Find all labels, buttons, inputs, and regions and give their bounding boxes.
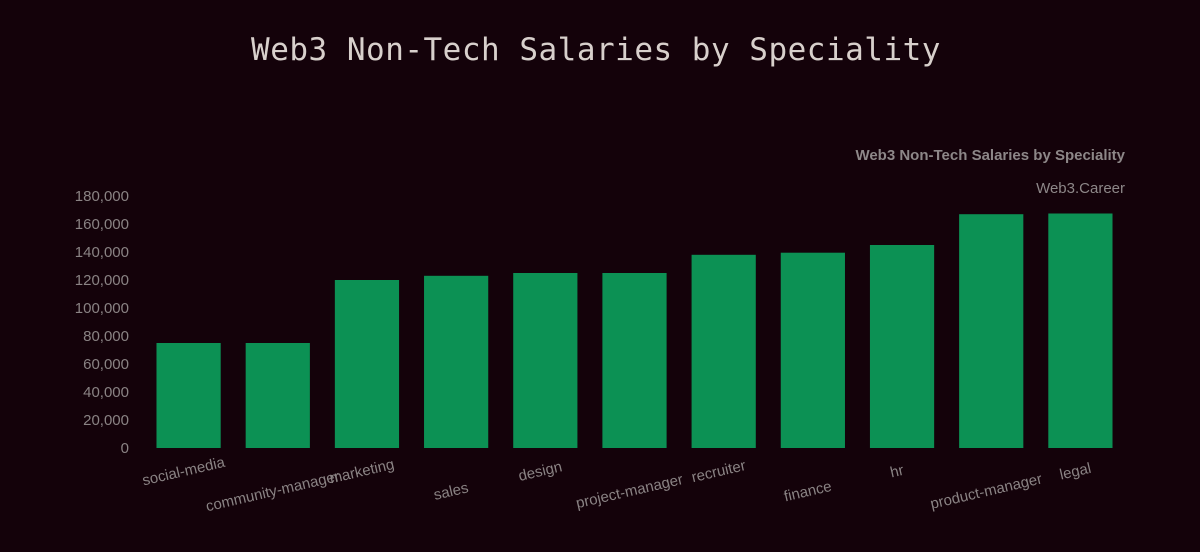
bar-social-media: [156, 343, 221, 448]
x-tick-label: hr: [889, 462, 906, 482]
bar-sales: [424, 275, 489, 448]
bar-design: [513, 273, 578, 448]
chart-caption: Web3 Non-Tech Salaries by Speciality: [855, 147, 1125, 164]
bar-hr: [869, 245, 935, 448]
x-tick-label: community-manager: [204, 468, 341, 515]
x-tick-label: recruiter: [690, 457, 747, 486]
y-tick-label: 180,000: [75, 188, 129, 205]
y-tick-label: 20,000: [83, 412, 129, 429]
y-tick-label: 160,000: [75, 216, 129, 233]
bars: [156, 213, 1113, 448]
bar-product-manager: [959, 214, 1024, 448]
y-tick-label: 140,000: [75, 244, 129, 261]
bar-marketing: [334, 280, 400, 448]
bar-project-manager: [602, 273, 667, 448]
x-tick-label: social-media: [141, 454, 228, 490]
x-tick-label: sales: [432, 479, 470, 503]
y-tick-label: 120,000: [75, 272, 129, 289]
x-tick-label: marketing: [328, 456, 396, 487]
y-tick-label: 0: [121, 440, 129, 457]
bar-finance: [780, 252, 845, 448]
x-tick-label: product-manager: [929, 470, 1044, 512]
x-tick-label: finance: [782, 478, 833, 505]
y-tick-label: 80,000: [83, 328, 129, 345]
y-tick-label: 60,000: [83, 356, 129, 373]
y-tick-label: 40,000: [83, 384, 129, 401]
chart-source: Web3.Career: [1036, 180, 1125, 197]
x-tick-label: project-manager: [574, 471, 684, 512]
bar-recruiter: [691, 254, 756, 448]
bar-community-manager: [245, 343, 310, 448]
y-axis: 0 20,000 40,000 60,000 80,000 100,000 120,000 1…: [75, 188, 129, 457]
x-tick-label: legal: [1058, 460, 1093, 484]
page-title: Web3 Non-Tech Salaries by Speciality: [251, 32, 941, 68]
bar-legal: [1048, 213, 1113, 448]
x-tick-label: design: [517, 458, 564, 485]
y-tick-label: 100,000: [75, 300, 129, 317]
